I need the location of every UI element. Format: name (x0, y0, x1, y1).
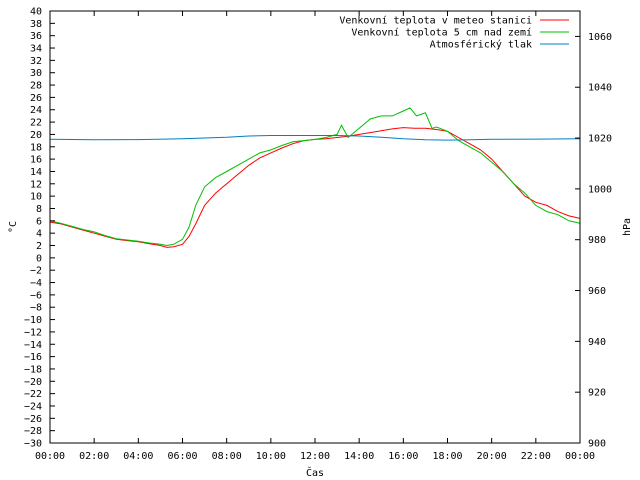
x-tick-label: 04:00 (123, 451, 153, 462)
y-tick-label: −22 (24, 389, 42, 400)
y-tick-label: 18 (30, 142, 42, 153)
y-tick-label: −6 (30, 290, 42, 301)
y-tick-label: −28 (24, 426, 42, 437)
y-tick-label: −12 (24, 327, 42, 338)
y-tick-label: −2 (30, 266, 42, 277)
y-tick-label: 8 (36, 204, 42, 215)
legend-label: Venkovní teplota v meteo stanici (339, 15, 532, 27)
y2-tick-label: 1040 (588, 83, 612, 94)
y-tick-label: 4 (36, 229, 42, 240)
y-tick-label: 36 (30, 31, 42, 42)
x-axis-label: Čas (306, 466, 324, 479)
y-tick-label: 40 (30, 7, 42, 18)
y-tick-label: −4 (30, 278, 42, 289)
y-tick-label: 26 (30, 93, 42, 104)
y-tick-label: −26 (24, 414, 42, 425)
y-tick-label: 6 (36, 216, 42, 227)
x-tick-label: 22:00 (521, 451, 551, 462)
y-tick-label: 0 (36, 253, 42, 264)
y-tick-label: 2 (36, 241, 42, 252)
y-axis-left: 4038363432302826242220181614121086420−2−… (24, 7, 55, 450)
y2-tick-label: 900 (588, 439, 606, 450)
legend-label: Atmosférický tlak (430, 39, 532, 51)
y-tick-label: 32 (30, 56, 42, 67)
y-tick-label: 14 (30, 167, 42, 178)
x-tick-label: 10:00 (256, 451, 286, 462)
y-tick-label: 20 (30, 130, 42, 141)
y-tick-label: 10 (30, 192, 42, 203)
x-tick-label: 06:00 (167, 451, 197, 462)
y-tick-label: −10 (24, 315, 42, 326)
series-lines (49, 107, 581, 248)
y-tick-label: 30 (30, 68, 42, 79)
y-tick-label: 12 (30, 179, 42, 190)
y2-tick-label: 960 (588, 286, 606, 297)
y2-tick-label: 1060 (588, 32, 612, 43)
x-tick-label: 20:00 (477, 451, 507, 462)
series-line (49, 135, 581, 141)
y-tick-label: 38 (30, 19, 42, 30)
x-tick-label: 12:00 (300, 451, 330, 462)
y-tick-label: 28 (30, 81, 42, 92)
y2-tick-label: 1020 (588, 134, 612, 145)
y2-axis-label: hPa (622, 218, 633, 236)
legend: Venkovní teplota v meteo staniciVenkovní… (339, 15, 569, 51)
x-tick-label: 18:00 (432, 451, 462, 462)
y-tick-label: −14 (24, 340, 42, 351)
legend-label: Venkovní teplota 5 cm nad zemí (351, 27, 532, 39)
y-tick-label: −30 (24, 439, 42, 450)
x-tick-label: 14:00 (344, 451, 374, 462)
y-axis-label: °C (8, 221, 19, 233)
plot-frame (49, 10, 581, 444)
x-tick-label: 08:00 (212, 451, 242, 462)
y-tick-label: −20 (24, 377, 42, 388)
y-tick-label: 34 (30, 44, 42, 55)
x-tick-label: 02:00 (79, 451, 109, 462)
y-tick-label: −18 (24, 364, 42, 375)
y-tick-label: 22 (30, 118, 42, 129)
y2-tick-label: 980 (588, 235, 606, 246)
x-tick-label: 00:00 (35, 451, 65, 462)
x-axis: 00:00 02:00 04:00 06:00 08:00 10:00 12:00 14:00… (35, 11, 595, 462)
y-tick-label: −16 (24, 352, 42, 363)
y2-tick-label: 920 (588, 388, 606, 399)
y2-tick-label: 940 (588, 337, 606, 348)
x-tick-label: 16:00 (388, 451, 418, 462)
y2-tick-label: 1000 (588, 184, 612, 195)
y-tick-label: −8 (30, 303, 42, 314)
y-axis-right: 1060 1040 1020 1000 980 960 940 920 900 (575, 32, 612, 450)
x-tick-label: 00:00 (565, 451, 595, 462)
y-tick-label: 24 (30, 105, 42, 116)
series-line (49, 107, 581, 247)
y-tick-label: 16 (30, 155, 42, 166)
series-line (49, 127, 581, 248)
y-tick-label: −24 (24, 401, 42, 412)
